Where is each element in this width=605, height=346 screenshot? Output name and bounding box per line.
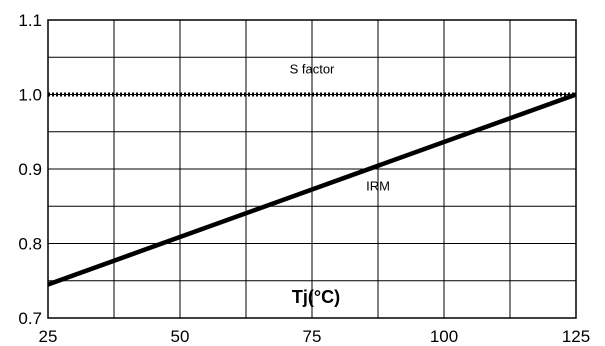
tick-labels: 25 50 75 100 125 0.7 0.8 0.9 1.0 1.1 [18, 11, 590, 346]
plot-border [47, 19, 577, 319]
y-tick-label: 0.9 [18, 160, 42, 179]
annotations: S factor IRM [290, 62, 390, 194]
y-tick-label: 1.1 [18, 11, 42, 30]
series-layer [47, 92, 577, 287]
x-axis-label: Tj(°C) [292, 287, 340, 307]
x-tick-label: 125 [562, 327, 590, 346]
x-tick-label: 25 [39, 327, 58, 346]
plot-frame [47, 19, 577, 319]
x-tick-label: 100 [430, 327, 458, 346]
series-line-irm [47, 92, 577, 287]
annotation-irm: IRM [366, 179, 390, 194]
x-tick-label: 75 [303, 327, 322, 346]
annotation-s-factor: S factor [290, 62, 335, 77]
x-tick-label: 50 [171, 327, 190, 346]
y-tick-label: 0.8 [18, 235, 42, 254]
y-tick-label: 1.0 [18, 86, 42, 105]
y-tick-label: 0.7 [18, 309, 42, 328]
